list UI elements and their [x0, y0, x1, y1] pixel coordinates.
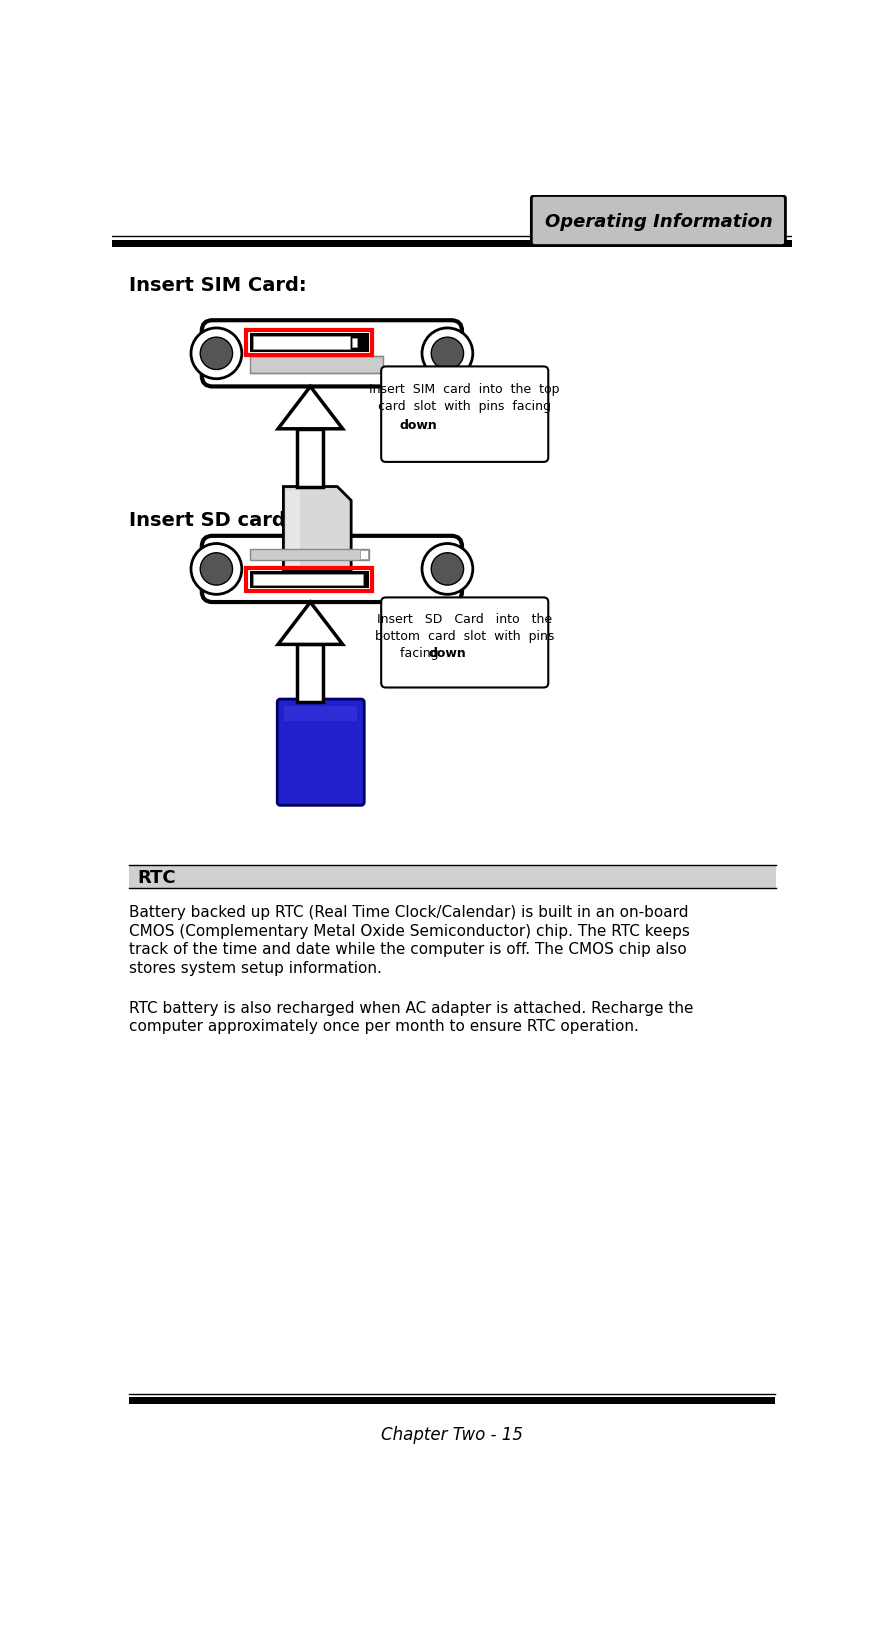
Circle shape: [200, 552, 233, 585]
FancyBboxPatch shape: [202, 536, 462, 603]
Bar: [352, 337, 357, 347]
Bar: [253, 337, 349, 349]
Bar: [360, 549, 368, 559]
Circle shape: [431, 337, 464, 370]
Bar: [253, 575, 363, 585]
FancyBboxPatch shape: [531, 195, 786, 246]
Bar: [287, 490, 301, 567]
FancyBboxPatch shape: [202, 321, 462, 386]
Bar: [284, 705, 357, 722]
Text: Insert SIM Card:: Insert SIM Card:: [130, 277, 307, 295]
Text: .: .: [426, 419, 430, 432]
Circle shape: [422, 544, 473, 595]
Text: CMOS (Complementary Metal Oxide Semiconductor) chip. The RTC keeps: CMOS (Complementary Metal Oxide Semicond…: [130, 924, 691, 938]
Text: stores system setup information.: stores system setup information.: [130, 961, 382, 976]
Bar: [250, 334, 369, 352]
Text: RTC battery is also recharged when AC adapter is attached. Recharge the: RTC battery is also recharged when AC ad…: [130, 1000, 694, 1016]
Text: Insert SD card:: Insert SD card:: [130, 512, 294, 529]
FancyBboxPatch shape: [381, 367, 549, 463]
FancyBboxPatch shape: [381, 598, 549, 687]
Text: Insert  SIM  card  into  the  top: Insert SIM card into the top: [370, 383, 560, 396]
Bar: [297, 428, 324, 487]
Circle shape: [191, 544, 242, 595]
Text: Insert   SD   Card   into   the: Insert SD Card into the: [377, 613, 552, 626]
Text: facing: facing: [400, 647, 442, 660]
Text: bottom  card  slot  with  pins: bottom card slot with pins: [375, 630, 555, 643]
Bar: [297, 645, 324, 702]
Bar: [250, 355, 383, 373]
Polygon shape: [278, 603, 343, 645]
Text: .: .: [458, 647, 461, 660]
Text: computer approximately once per month to ensure RTC operation.: computer approximately once per month to…: [130, 1020, 639, 1034]
Bar: [250, 572, 369, 588]
Bar: [130, 1396, 774, 1404]
Text: Chapter Two - 15: Chapter Two - 15: [381, 1425, 523, 1443]
Polygon shape: [283, 487, 351, 570]
Bar: [113, 239, 792, 248]
Circle shape: [191, 327, 242, 378]
Bar: [250, 549, 369, 560]
Text: Battery backed up RTC (Real Time Clock/Calendar) is built in an on-board: Battery backed up RTC (Real Time Clock/C…: [130, 906, 689, 920]
Bar: [130, 865, 776, 888]
Text: RTC: RTC: [137, 868, 176, 886]
Text: track of the time and date while the computer is off. The CMOS chip also: track of the time and date while the com…: [130, 943, 687, 958]
Circle shape: [200, 337, 233, 370]
Text: down: down: [400, 419, 437, 432]
Text: down: down: [429, 647, 467, 660]
Text: Operating Information: Operating Information: [544, 213, 773, 231]
Circle shape: [422, 327, 473, 378]
FancyBboxPatch shape: [277, 699, 364, 805]
Circle shape: [431, 552, 464, 585]
Polygon shape: [278, 386, 343, 428]
Text: card  slot  with  pins  facing: card slot with pins facing: [378, 401, 551, 414]
